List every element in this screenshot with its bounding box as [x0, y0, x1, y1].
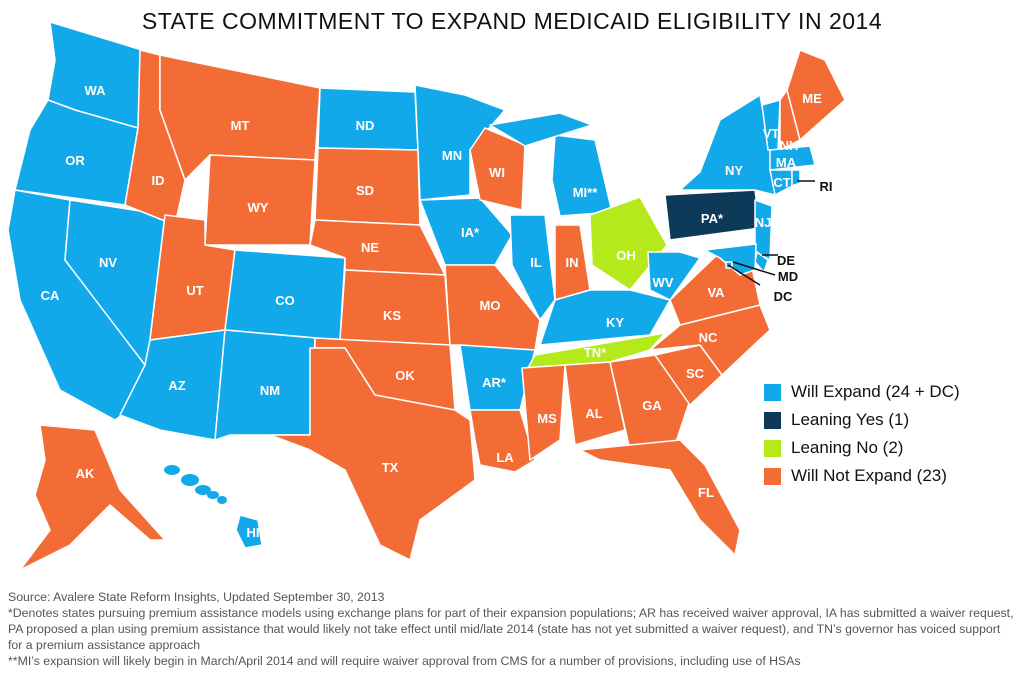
state-hi-island[interactable] — [164, 465, 180, 475]
source-note: Source: Avalere State Reform Insights, U… — [8, 590, 385, 604]
state-label-id: ID — [152, 173, 165, 188]
state-wv[interactable] — [647, 251, 701, 301]
state-label-wi: WI — [489, 165, 505, 180]
legend-item-leaning-no: Leaning No (2) — [764, 434, 960, 462]
state-hi-island[interactable] — [195, 485, 211, 495]
state-me[interactable] — [786, 49, 846, 141]
state-tx[interactable] — [269, 347, 476, 561]
premium-assistance-note: *Denotes states pursuing premium assista… — [8, 606, 1014, 652]
state-label-mn: MN — [442, 148, 462, 163]
state-md[interactable] — [704, 243, 757, 276]
state-label-me: ME — [802, 91, 822, 106]
state-label-al: AL — [585, 406, 602, 421]
footnotes: Source: Avalere State Reform Insights, U… — [8, 589, 1018, 669]
state-label-ca: CA — [41, 288, 60, 303]
state-label-nm: NM — [260, 383, 280, 398]
state-label-nj: NJ — [755, 215, 772, 230]
state-label-ms: MS — [537, 411, 557, 426]
state-label-de: DE — [777, 253, 795, 268]
state-nj[interactable] — [754, 199, 773, 261]
state-label-il: IL — [530, 255, 542, 270]
state-label-sd: SD — [356, 183, 374, 198]
state-label-nv: NV — [99, 255, 117, 270]
state-ri[interactable] — [791, 169, 801, 187]
state-label-co: CO — [275, 293, 295, 308]
legend: Will Expand (24 + DC) Leaning Yes (1) Lean… — [764, 378, 960, 490]
state-label-ar: AR* — [482, 375, 507, 390]
state-label-ky: KY — [606, 315, 624, 330]
state-mn[interactable] — [414, 84, 506, 201]
state-label-fl: FL — [698, 485, 714, 500]
state-label-vt: VT — [763, 126, 780, 141]
state-label-nd: ND — [356, 118, 375, 133]
leader-line-md — [732, 261, 776, 276]
legend-label: Leaning Yes (1) — [791, 410, 910, 429]
legend-item-will-not-expand: Will Not Expand (23) — [764, 462, 960, 490]
state-label-ok: OK — [395, 368, 415, 383]
state-fl[interactable] — [579, 439, 741, 556]
state-ma[interactable] — [769, 145, 816, 171]
legend-swatch — [764, 467, 781, 485]
state-label-oh: OH — [616, 248, 636, 263]
state-label-mt: MT — [231, 118, 250, 133]
state-label-hi: HI — [247, 525, 260, 540]
state-tn[interactable] — [527, 332, 666, 369]
state-il[interactable] — [509, 214, 556, 321]
state-label-md: MD — [778, 269, 798, 284]
state-label-wa: WA — [85, 83, 107, 98]
state-la[interactable] — [469, 409, 536, 473]
state-label-la: LA — [496, 450, 514, 465]
state-label-or: OR — [65, 153, 85, 168]
state-label-sc: SC — [686, 366, 705, 381]
state-label-mo: MO — [480, 298, 501, 313]
state-label-mi: MI** — [573, 185, 599, 200]
legend-label: Leaning No (2) — [791, 438, 904, 457]
state-label-va: VA — [707, 285, 725, 300]
state-label-az: AZ — [168, 378, 185, 393]
state-label-wy: WY — [248, 200, 269, 215]
state-label-ak: AK — [76, 466, 95, 481]
state-hi[interactable] — [235, 514, 263, 549]
state-mi[interactable] — [551, 134, 613, 217]
legend-label: Will Not Expand (23) — [791, 466, 947, 485]
state-mi-upper-peninsula[interactable] — [489, 112, 593, 147]
state-label-ga: GA — [642, 398, 662, 413]
state-label-ny: NY — [725, 163, 743, 178]
state-ia[interactable] — [419, 197, 513, 266]
legend-item-leaning-yes: Leaning Yes (1) — [764, 406, 960, 434]
state-label-wv: WV — [653, 275, 674, 290]
legend-swatch — [764, 411, 781, 429]
state-label-ne: NE — [361, 240, 379, 255]
legend-label: Will Expand (24 + DC) — [791, 382, 960, 401]
state-hi-island[interactable] — [217, 496, 227, 504]
state-ak[interactable] — [19, 424, 166, 571]
state-label-nc: NC — [699, 330, 718, 345]
state-label-ut: UT — [186, 283, 203, 298]
michigan-note: **MI’s expansion will likely begin in Ma… — [8, 654, 801, 668]
state-label-nh: NH — [780, 138, 799, 153]
state-label-ct: CT — [773, 175, 790, 190]
state-label-in: IN — [566, 255, 579, 270]
state-ny[interactable] — [679, 94, 776, 196]
leader-line-dc — [727, 264, 761, 286]
state-label-ks: KS — [383, 308, 401, 323]
state-ms[interactable] — [521, 364, 566, 461]
state-label-tn: TN* — [584, 345, 607, 360]
map-title: STATE COMMITMENT TO EXPAND MEDICAID ELIG… — [141, 8, 883, 34]
state-label-ma: MA — [776, 155, 797, 170]
state-wi[interactable] — [469, 127, 526, 211]
state-label-ia: IA* — [461, 225, 480, 240]
state-ga[interactable] — [609, 354, 691, 451]
legend-item-will-expand: Will Expand (24 + DC) — [764, 378, 960, 406]
state-hi-island[interactable] — [181, 474, 199, 486]
state-label-pa: PA* — [701, 211, 724, 226]
legend-swatch — [764, 383, 781, 401]
state-hi-island[interactable] — [207, 491, 219, 499]
state-label-tx: TX — [382, 460, 399, 475]
state-label-dc: DC — [774, 289, 793, 304]
state-label-ri: RI — [820, 179, 833, 194]
legend-swatch — [764, 439, 781, 457]
